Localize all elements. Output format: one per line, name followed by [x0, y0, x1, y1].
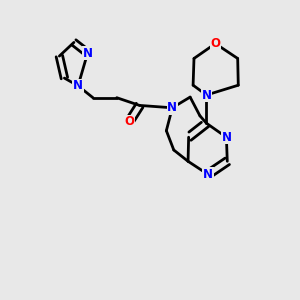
Text: N: N — [203, 168, 213, 181]
Text: O: O — [210, 37, 220, 50]
Text: N: N — [202, 88, 212, 101]
Text: O: O — [124, 115, 134, 128]
Text: N: N — [73, 79, 83, 92]
Text: N: N — [167, 101, 177, 114]
Text: N: N — [221, 131, 231, 144]
Text: N: N — [82, 46, 93, 60]
